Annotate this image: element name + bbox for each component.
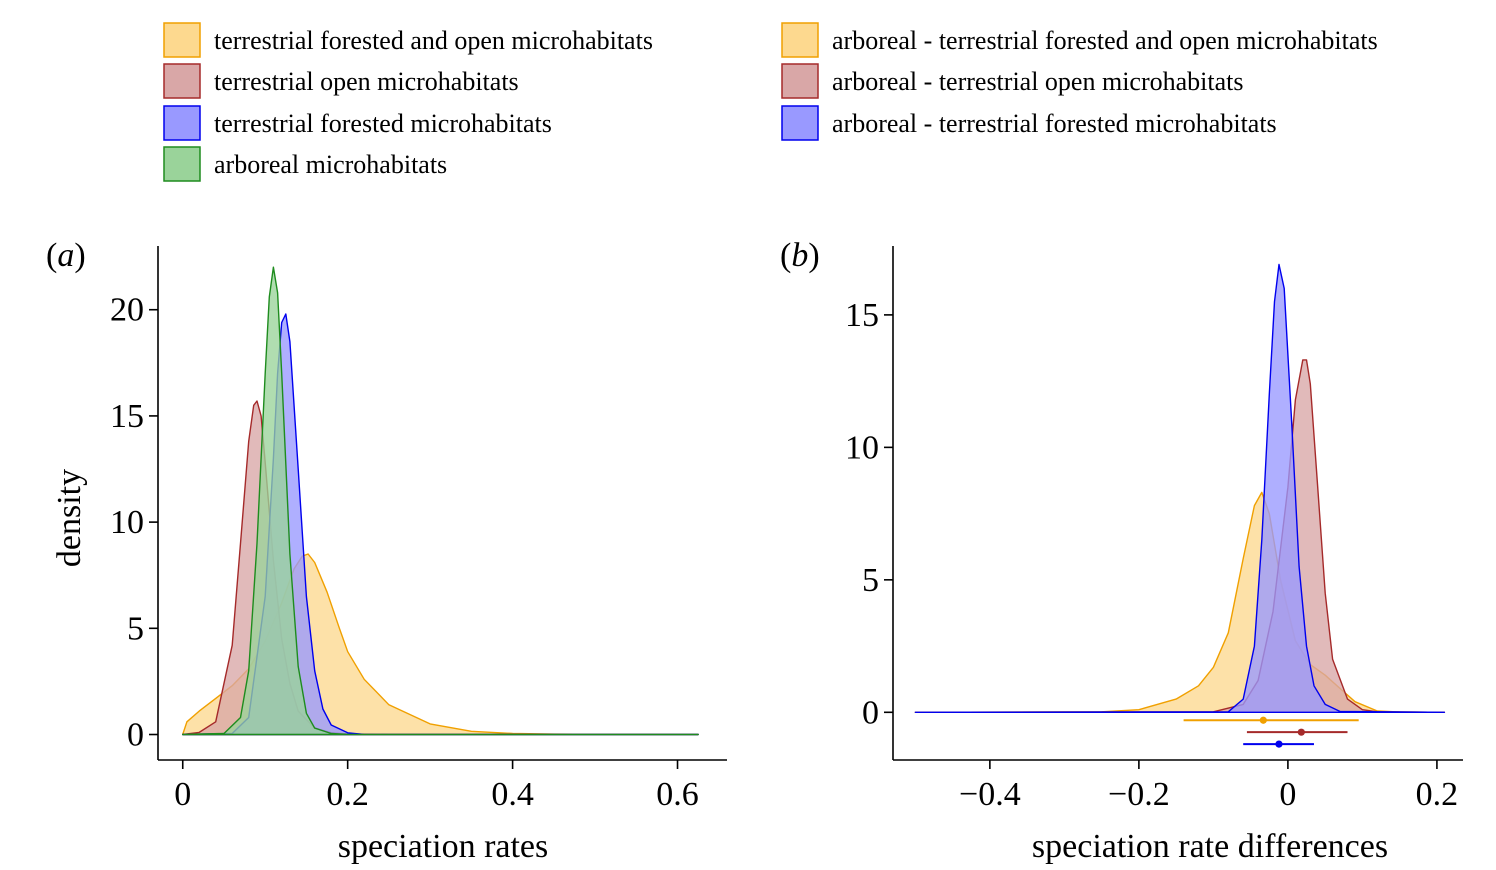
y-tick-label: 10 <box>110 504 144 541</box>
panel-b-series <box>914 263 1446 713</box>
density-curve-3 <box>914 263 1446 713</box>
panel-a-x-axis-label: speciation rates <box>338 828 549 865</box>
legend-entry: terrestrial forested microhabitats <box>163 105 552 141</box>
panel-a-series <box>182 266 699 736</box>
panel-b-intervals <box>1183 716 1359 748</box>
interval-point-3 <box>1275 740 1283 748</box>
panel-b-label: (b) <box>780 237 820 274</box>
y-tick-label: 0 <box>127 717 144 754</box>
x-tick-label: 0.6 <box>656 776 699 813</box>
legend-right: arboreal - terrestrial forested and open… <box>781 22 1378 141</box>
x-tick-label: 0.2 <box>326 776 369 813</box>
panel-b-x-axis-label: speciation rate differences <box>1032 828 1388 865</box>
interval-point-2 <box>1297 728 1305 736</box>
legend-entry: arboreal - terrestrial forested and open… <box>781 22 1378 58</box>
legend-swatch <box>163 22 201 58</box>
legend-label: terrestrial forested microhabitats <box>214 109 552 138</box>
legend-left: terrestrial forested and open microhabit… <box>163 22 653 182</box>
legend-swatch <box>781 22 819 58</box>
legend-entry: arboreal - terrestrial forested microhab… <box>781 105 1277 141</box>
y-tick-label: 20 <box>110 292 144 329</box>
density-curve-4 <box>182 266 699 736</box>
panel-a-axes: 0 0.2 0.4 0.6 0 5 10 15 20 <box>110 246 727 813</box>
legend-entry: terrestrial forested and open microhabit… <box>163 22 653 58</box>
legend-swatch <box>163 146 201 182</box>
y-tick-label: 10 <box>845 429 879 466</box>
x-tick-label: 0 <box>174 776 191 813</box>
density-curve-1 <box>914 491 1446 713</box>
legend-label: arboreal - terrestrial forested microhab… <box>832 109 1277 138</box>
y-tick-label: 5 <box>862 562 879 599</box>
panel-b-axes: −0.4 −0.2 0 0.2 0 5 10 15 <box>845 246 1463 813</box>
density-curve-2 <box>914 359 1446 713</box>
legend-entry: terrestrial open microhabitats <box>163 63 519 99</box>
x-tick-label: −0.4 <box>959 776 1021 813</box>
x-tick-label: 0 <box>1279 776 1296 813</box>
legend-swatch <box>163 105 201 141</box>
panel-b: (b) −0.4 −0.2 0 0.2 0 5 10 15 speciation rate d… <box>780 237 1463 865</box>
panel-a-label: (a) <box>46 237 86 274</box>
y-tick-label: 0 <box>862 694 879 731</box>
x-tick-label: 0.2 <box>1416 776 1459 813</box>
panel-a-y-axis-label: density <box>51 469 88 567</box>
legend-swatch <box>781 63 819 99</box>
x-tick-label: −0.2 <box>1108 776 1170 813</box>
legend-entry: arboreal - terrestrial open microhabitat… <box>781 63 1243 99</box>
legend-label: arboreal - terrestrial open microhabitat… <box>832 67 1243 96</box>
legend-label: arboreal microhabitats <box>214 150 447 179</box>
y-tick-label: 5 <box>127 610 144 647</box>
legend-swatch <box>781 105 819 141</box>
interval-point-1 <box>1259 716 1267 724</box>
legend-label: terrestrial open microhabitats <box>214 67 519 96</box>
legend-entry: arboreal microhabitats <box>163 146 447 182</box>
legend-swatch <box>163 63 201 99</box>
y-tick-label: 15 <box>845 297 879 334</box>
legend-label: arboreal - terrestrial forested and open… <box>832 26 1378 55</box>
legend-label: terrestrial forested and open microhabit… <box>214 26 653 55</box>
x-tick-label: 0.4 <box>491 776 534 813</box>
y-tick-label: 15 <box>110 398 144 435</box>
